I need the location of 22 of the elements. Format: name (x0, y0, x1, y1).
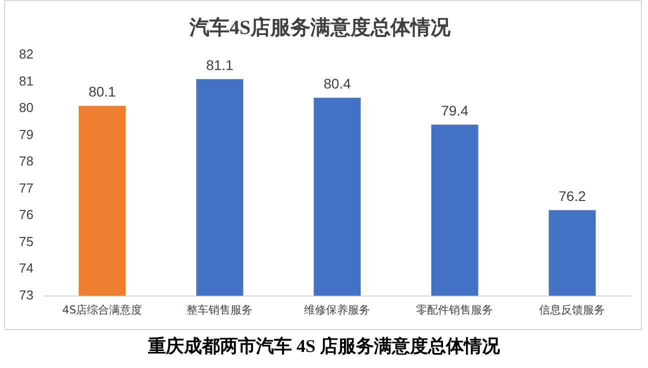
x-tick-label: 维修保养服务 (304, 303, 370, 316)
text: 重庆成都两市汽车 4S 店服务满意度总体情况 (146, 335, 501, 358)
x-tick-label: 信息反馈服务 (539, 303, 606, 316)
y-tick-label: 81 (18, 73, 34, 88)
y-tick-label: 76 (18, 207, 34, 222)
data-label: 76.2 (558, 188, 586, 204)
x-tick-label: 零配件销售服务 (416, 303, 494, 316)
y-tick-label: 80 (18, 100, 34, 116)
y-tick-label: 75 (18, 234, 34, 249)
x-tick-label: 4S店综合满意度 (62, 303, 142, 316)
y-tick-label: 74 (18, 260, 34, 276)
y-tick-label: 77 (18, 180, 34, 196)
data-label: 79.4 (441, 102, 469, 118)
data-label: 80.1 (88, 84, 116, 100)
y-tick-label: 79 (18, 126, 34, 142)
y-tick-label: 82 (18, 46, 34, 62)
y-tick-label: 73 (18, 287, 34, 302)
x-tick-label: 整车销售服务 (186, 303, 253, 316)
data-label: 81.1 (206, 56, 234, 73)
y-tick-label: 78 (18, 154, 34, 169)
data-label: 80.4 (324, 76, 352, 92)
chart-title: 汽车4S店服务满意度总体情况 (188, 16, 452, 40)
